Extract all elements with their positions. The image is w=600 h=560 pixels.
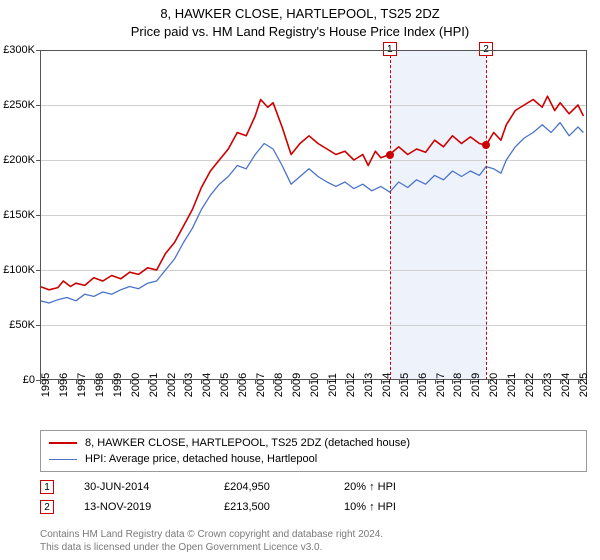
x-axis-label: 2000 <box>130 373 142 397</box>
table-row: 2 13-NOV-2019 £213,500 10% ↑ HPI <box>40 497 587 517</box>
x-axis-label: 2006 <box>237 373 249 397</box>
y-axis-label: £150K <box>3 209 35 221</box>
x-axis-label: 2015 <box>399 373 411 397</box>
x-axis-label: 2024 <box>560 373 572 397</box>
y-axis-label: £250K <box>3 99 35 111</box>
plot-border <box>40 50 587 380</box>
x-axis-label: 1998 <box>94 373 106 397</box>
table-row: 1 30-JUN-2014 £204,950 20% ↑ HPI <box>40 477 587 497</box>
sale-comparison: 20% ↑ HPI <box>344 481 587 493</box>
x-axis-label: 2002 <box>166 373 178 397</box>
x-axis-label: 2019 <box>470 373 482 397</box>
x-axis-label: 2012 <box>345 373 357 397</box>
legend-item-property: 8, HAWKER CLOSE, HARTLEPOOL, TS25 2DZ (d… <box>49 435 578 451</box>
x-axis-label: 2008 <box>273 373 285 397</box>
sale-marker-box: 1 <box>40 480 54 494</box>
attribution-text: Contains HM Land Registry data © Crown c… <box>40 528 587 554</box>
legend-item-hpi: HPI: Average price, detached house, Hart… <box>49 451 578 467</box>
x-axis-label: 2007 <box>255 373 267 397</box>
x-axis-label: 1996 <box>58 373 70 397</box>
x-axis-label: 2023 <box>542 373 554 397</box>
x-axis-label: 2017 <box>435 373 447 397</box>
x-axis-label: 2025 <box>578 373 590 397</box>
x-axis-label: 2010 <box>309 373 321 397</box>
sale-date: 30-JUN-2014 <box>84 481 224 493</box>
x-axis-label: 2014 <box>381 373 393 397</box>
x-axis-label: 2009 <box>291 373 303 397</box>
x-axis-label: 1999 <box>112 373 124 397</box>
x-axis-label: 2013 <box>363 373 375 397</box>
sales-table: 1 30-JUN-2014 £204,950 20% ↑ HPI 2 13-NO… <box>40 477 587 517</box>
x-axis-label: 2003 <box>183 373 195 397</box>
y-axis-label: £0 <box>23 374 35 386</box>
sale-marker-box: 2 <box>40 500 54 514</box>
attribution-line: Contains HM Land Registry data © Crown c… <box>40 528 587 541</box>
sale-price: £213,500 <box>224 501 344 513</box>
x-axis-label: 2016 <box>417 373 429 397</box>
x-axis-label: 2005 <box>219 373 231 397</box>
chart-title-subtitle: Price paid vs. HM Land Registry's House … <box>0 24 600 39</box>
x-axis-label: 2022 <box>524 373 536 397</box>
x-axis-label: 2021 <box>506 373 518 397</box>
x-axis-label: 2020 <box>488 373 500 397</box>
sale-price: £204,950 <box>224 481 344 493</box>
sale-comparison: 10% ↑ HPI <box>344 501 587 513</box>
attribution-line: This data is licensed under the Open Gov… <box>40 541 587 554</box>
price-chart: 12 £0£50K£100K£150K£200K£250K£300K 19951… <box>40 50 587 380</box>
chart-legend: 8, HAWKER CLOSE, HARTLEPOOL, TS25 2DZ (d… <box>40 430 587 472</box>
y-axis-label: £200K <box>3 154 35 166</box>
y-axis-label: £300K <box>3 44 35 56</box>
x-axis-label: 2018 <box>452 373 464 397</box>
x-axis-label: 2001 <box>148 373 160 397</box>
x-axis-label: 2011 <box>327 373 339 397</box>
y-axis-label: £100K <box>3 264 35 276</box>
x-axis-label: 1997 <box>76 373 88 397</box>
legend-swatch-property <box>49 442 77 444</box>
y-axis-label: £50K <box>9 319 35 331</box>
x-axis-label: 2004 <box>201 373 213 397</box>
x-axis-label: 1995 <box>40 373 52 397</box>
chart-title-address: 8, HAWKER CLOSE, HARTLEPOOL, TS25 2DZ <box>0 6 600 21</box>
sale-date: 13-NOV-2019 <box>84 501 224 513</box>
legend-swatch-hpi <box>49 459 77 460</box>
legend-label: HPI: Average price, detached house, Hart… <box>85 453 317 465</box>
legend-label: 8, HAWKER CLOSE, HARTLEPOOL, TS25 2DZ (d… <box>85 437 410 449</box>
